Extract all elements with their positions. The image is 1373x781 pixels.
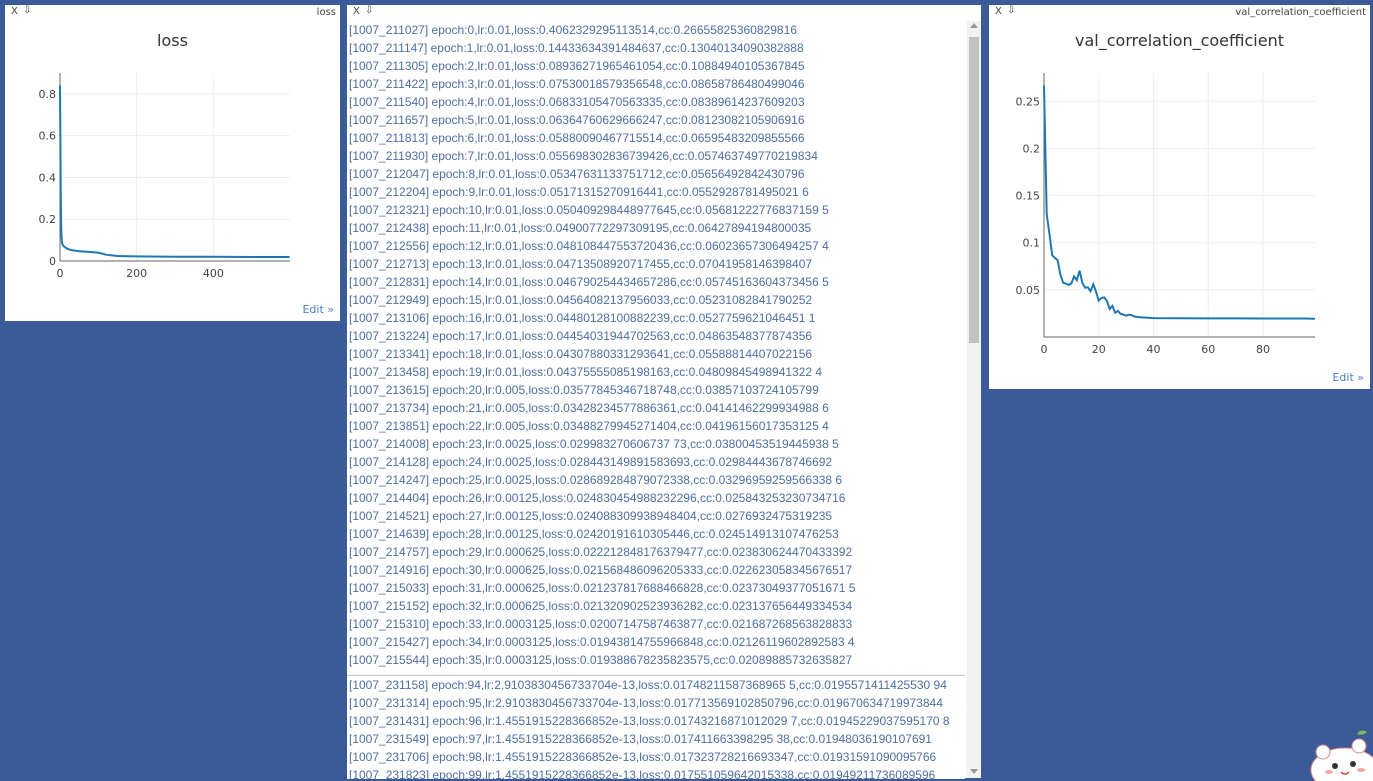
y-tick-label: 0.4 xyxy=(39,171,57,184)
pane-name: loss xyxy=(316,7,336,18)
x-tick-label: 0 xyxy=(57,267,64,280)
log-line: [1007_212438] epoch:11,lr:0.01,loss:0.04… xyxy=(349,221,812,235)
log-line: [1007_214128] epoch:24,lr:0.0025,loss:0.… xyxy=(349,455,833,469)
y-tick-label: 0.05 xyxy=(1016,284,1041,297)
log-text-top: [1007_211027] epoch:0,lr:0.01,loss:0.406… xyxy=(347,21,965,675)
pin-icon[interactable]: ⇩ xyxy=(23,5,32,16)
scroll-down-arrow-icon[interactable] xyxy=(970,769,978,774)
vertical-scrollbar[interactable] xyxy=(967,21,981,778)
series-line xyxy=(59,85,290,258)
scroll-thumb[interactable] xyxy=(969,37,979,343)
y-tick-label: 0.6 xyxy=(39,130,57,143)
log-line: [1007_213224] epoch:17,lr:0.01,loss:0.04… xyxy=(349,329,813,343)
log-line: [1007_231314] epoch:95,lr:2.910383045673… xyxy=(349,696,943,710)
log-line: [1007_213615] epoch:20,lr:0.005,loss:0.0… xyxy=(349,383,819,397)
x-tick-label: 0 xyxy=(1041,343,1048,356)
log-line: [1007_211147] epoch:1,lr:0.01,loss:0.144… xyxy=(349,41,804,55)
pane-titlebar: X ⇩ xyxy=(347,5,981,21)
close-icon[interactable]: X xyxy=(11,6,18,17)
log-line: [1007_212556] epoch:12,lr:0.01,loss:0.04… xyxy=(349,239,829,253)
log-line: [1007_212949] epoch:15,lr:0.01,loss:0.04… xyxy=(349,293,813,307)
log-line: [1007_213734] epoch:21,lr:0.005,loss:0.0… xyxy=(349,401,829,415)
pin-icon[interactable]: ⇩ xyxy=(1007,5,1016,16)
log-line: [1007_215033] epoch:31,lr:0.000625,loss:… xyxy=(349,581,856,595)
edit-link[interactable]: Edit » xyxy=(302,303,334,316)
log-line: [1007_214247] epoch:25,lr:0.0025,loss:0.… xyxy=(349,473,843,487)
log-line: [1007_212204] epoch:9,lr:0.01,loss:0.051… xyxy=(349,185,809,199)
log-line: [1007_214757] epoch:29,lr:0.000625,loss:… xyxy=(349,545,853,559)
chart-title: val_correlation_coefficient xyxy=(1075,31,1284,51)
log-line: [1007_214639] epoch:28,lr:0.00125,loss:0… xyxy=(349,527,839,541)
log-line: [1007_215310] epoch:33,lr:0.0003125,loss… xyxy=(349,617,853,631)
x-tick-label: 60 xyxy=(1201,343,1215,356)
x-tick-label: 400 xyxy=(203,267,224,280)
log-line: [1007_212713] epoch:13,lr:0.01,loss:0.04… xyxy=(349,257,813,271)
val-correlation-chart: val_correlation_coefficient 0 20 40 60 80 0.05… xyxy=(1016,31,1316,356)
log-line: [1007_211422] epoch:3,lr:0.01,loss:0.075… xyxy=(349,77,805,91)
log-text-tail: [1007_231158] epoch:94,lr:2.910383045673… xyxy=(347,675,965,779)
log-line: [1007_213106] epoch:16,lr:0.01,loss:0.04… xyxy=(349,311,816,325)
log-line: [1007_214916] epoch:30,lr:0.000625,loss:… xyxy=(349,563,853,577)
log-line: [1007_215427] epoch:34,lr:0.0003125,loss… xyxy=(349,635,855,649)
loss-chart: loss 0 200 400 0 0.2 0.4 0.6 0.8 xyxy=(39,31,290,280)
close-icon[interactable]: X xyxy=(995,6,1002,17)
x-tick-label: 80 xyxy=(1256,343,1270,356)
y-tick-label: 0.8 xyxy=(39,88,57,101)
log-line: [1007_213851] epoch:22,lr:0.005,loss:0.0… xyxy=(349,419,829,433)
pane-titlebar: X ⇩ val_correlation_coefficient xyxy=(989,5,1370,21)
log-line: [1007_214008] epoch:23,lr:0.0025,loss:0.… xyxy=(349,437,839,451)
y-tick-label: 0.2 xyxy=(1023,142,1041,155)
edit-link[interactable]: Edit » xyxy=(1332,371,1364,384)
x-tick-label: 20 xyxy=(1092,343,1106,356)
log-line: [1007_211305] epoch:2,lr:0.01,loss:0.089… xyxy=(349,59,805,73)
chart-title: loss xyxy=(157,31,188,50)
y-tick-label: 0 xyxy=(49,255,56,268)
log-line: [1007_211930] epoch:7,lr:0.01,loss:0.055… xyxy=(349,149,818,163)
log-line: [1007_231706] epoch:98,lr:1.455191522836… xyxy=(349,750,937,764)
y-tick-label: 0.2 xyxy=(39,213,57,226)
pane-name: val_correlation_coefficient xyxy=(1235,7,1366,18)
mascot-icon xyxy=(1310,730,1373,781)
pin-icon[interactable]: ⇩ xyxy=(365,5,374,16)
val-correlation-plot-pane: X ⇩ val_correlation_coefficient val_corr… xyxy=(989,5,1370,389)
loss-plot-pane: X ⇩ loss loss 0 200 400 0 0.2 0.4 0.6 0.8 Edit » xyxy=(5,5,340,321)
log-line: [1007_215152] epoch:32,lr:0.000625,loss:… xyxy=(349,599,853,613)
pane-titlebar: X ⇩ loss xyxy=(5,5,340,21)
x-tick-label: 40 xyxy=(1146,343,1160,356)
scroll-up-arrow-icon[interactable] xyxy=(970,23,978,28)
log-line: [1007_231431] epoch:96,lr:1.455191522836… xyxy=(349,714,950,728)
y-tick-label: 0.1 xyxy=(1023,237,1041,250)
training-log-pane: X ⇩ [1007_211027] epoch:0,lr:0.01,loss:0… xyxy=(347,5,981,779)
log-line: [1007_215544] epoch:35,lr:0.0003125,loss… xyxy=(349,653,853,667)
log-line: [1007_211657] epoch:5,lr:0.01,loss:0.063… xyxy=(349,113,805,127)
log-line: [1007_213341] epoch:18,lr:0.01,loss:0.04… xyxy=(349,347,813,361)
log-line: [1007_211813] epoch:6,lr:0.01,loss:0.058… xyxy=(349,131,805,145)
y-tick-label: 0.25 xyxy=(1016,95,1041,108)
log-line: [1007_211540] epoch:4,lr:0.01,loss:0.068… xyxy=(349,95,805,109)
log-line: [1007_231549] epoch:97,lr:1.455191522836… xyxy=(349,732,932,746)
x-tick-label: 200 xyxy=(126,267,147,280)
log-line: [1007_211027] epoch:0,lr:0.01,loss:0.406… xyxy=(349,23,797,37)
log-line: [1007_212831] epoch:14,lr:0.01,loss:0.04… xyxy=(349,275,829,289)
y-tick-label: 0.15 xyxy=(1016,190,1041,203)
log-line: [1007_214521] epoch:27,lr:0.00125,loss:0… xyxy=(349,509,833,523)
log-line: [1007_214404] epoch:26,lr:0.00125,loss:0… xyxy=(349,491,846,505)
log-line: [1007_213458] epoch:19,lr:0.01,loss:0.04… xyxy=(349,365,823,379)
log-line: [1007_231823] epoch:99,lr:1.455191522836… xyxy=(349,768,936,779)
series-line xyxy=(1043,85,1316,320)
log-line: [1007_212047] epoch:8,lr:0.01,loss:0.053… xyxy=(349,167,805,181)
log-line: [1007_212321] epoch:10,lr:0.01,loss:0.05… xyxy=(349,203,829,217)
log-line: [1007_231158] epoch:94,lr:2.910383045673… xyxy=(349,678,947,692)
close-icon[interactable]: X xyxy=(353,6,360,17)
